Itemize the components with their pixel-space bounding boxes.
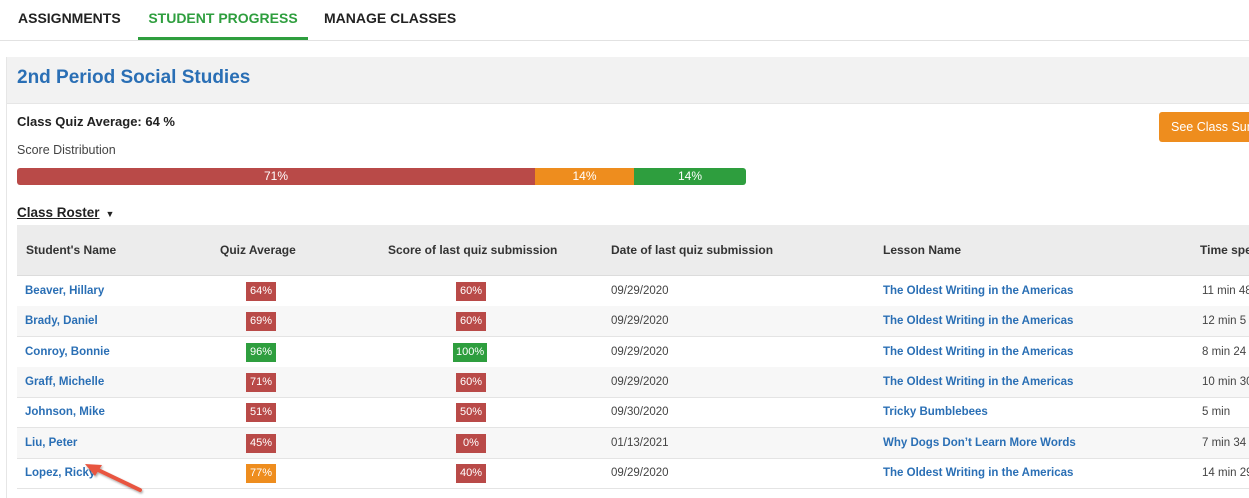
last-submission-date: 09/30/2020 bbox=[611, 406, 669, 419]
header-lesson-name[interactable]: Lesson Name bbox=[883, 243, 962, 257]
lesson-name-link[interactable]: Tricky Bumblebees bbox=[883, 406, 988, 419]
table-row: Lopez, Ricky 77% 40% 09/29/2020 The Oldest W… bbox=[17, 458, 1249, 489]
tab-manage-classes[interactable]: MANAGE CLASSES bbox=[324, 10, 457, 26]
lesson-name-link[interactable]: The Oldest Writing in the Americas bbox=[883, 345, 1074, 358]
time-spent: 14 min 29 sec bbox=[1202, 466, 1249, 479]
student-name-link[interactable]: Graff, Michelle bbox=[25, 375, 105, 388]
last-score-badge: 100% bbox=[453, 342, 488, 362]
header-last-date[interactable]: Date of last quiz submission bbox=[611, 243, 774, 257]
last-submission-date: 09/29/2020 bbox=[611, 315, 669, 328]
score-distribution-bar: 71% 14% 14% bbox=[17, 168, 746, 185]
quiz-average-badge: 51% bbox=[246, 403, 276, 423]
quiz-average-badge: 77% bbox=[246, 463, 276, 483]
header-last-score[interactable]: Score of last quiz submission bbox=[388, 243, 558, 257]
student-name-link[interactable]: Beaver, Hillary bbox=[25, 285, 105, 297]
last-score-badge: 0% bbox=[456, 433, 486, 453]
student-name-link[interactable]: Brady, Daniel bbox=[25, 315, 98, 328]
table-row: Conroy, Bonnie 96% 100% 09/29/2020 The Oldes… bbox=[17, 337, 1249, 368]
time-spent: 11 min 48 sec bbox=[1202, 285, 1249, 297]
quiz-average-badge: 96% bbox=[246, 342, 276, 362]
last-score-badge: 60% bbox=[456, 312, 486, 332]
time-spent: 12 min 5 sec bbox=[1202, 315, 1249, 328]
caret-down-icon: ▼ bbox=[105, 209, 115, 219]
time-spent: 8 min 24 sec bbox=[1202, 345, 1249, 358]
class-title: 2nd Period Social Studies bbox=[17, 67, 251, 88]
last-submission-date: 09/29/2020 bbox=[611, 466, 669, 479]
distribution-segment: 14% bbox=[634, 168, 746, 185]
last-score-badge: 50% bbox=[456, 403, 486, 423]
tab-assignments[interactable]: ASSIGNMENTS bbox=[18, 10, 121, 26]
last-score-badge: 40% bbox=[456, 463, 486, 483]
table-row: Graff, Michelle 71% 60% 09/29/2020 The Oldes… bbox=[17, 366, 1249, 398]
time-spent: 7 min 34 sec bbox=[1202, 436, 1249, 449]
top-tab-bar: ASSIGNMENTS STUDENT PROGRESS MANAGE CLAS… bbox=[0, 0, 1249, 41]
lesson-name-link[interactable]: The Oldest Writing in the Americas bbox=[883, 315, 1074, 328]
student-name-link[interactable]: Liu, Peter bbox=[25, 436, 78, 449]
table-row: Beaver, Hillary 64% 60% 09/29/2020 The Oldes… bbox=[17, 276, 1249, 307]
quiz-average-badge: 64% bbox=[246, 282, 276, 301]
time-spent: 5 min bbox=[1202, 406, 1231, 419]
student-name-link[interactable]: Conroy, Bonnie bbox=[25, 345, 110, 358]
table-row: Liu, Peter 45% 0% 01/13/2021 Why Dogs Don’t … bbox=[17, 427, 1249, 459]
quiz-average-badge: 71% bbox=[246, 372, 276, 392]
score-distribution-label: Score Distribution bbox=[17, 143, 116, 157]
student-name-link[interactable]: Lopez, Ricky bbox=[25, 466, 96, 479]
last-score-badge: 60% bbox=[456, 282, 486, 301]
last-submission-date: 09/29/2020 bbox=[611, 285, 669, 297]
time-spent: 10 min 30 sec bbox=[1202, 375, 1249, 388]
quiz-average-badge: 45% bbox=[246, 433, 276, 453]
arrow-icon bbox=[85, 464, 142, 492]
table-row: Brady, Daniel 69% 60% 09/29/2020 The Oldest … bbox=[17, 306, 1249, 338]
lesson-name-link[interactable]: Why Dogs Don’t Learn More Words bbox=[883, 436, 1076, 449]
class-roster-table: Student's Name Quiz Average Score of las… bbox=[17, 225, 1249, 490]
class-panel: 2nd Period Social Studies Class Quiz Ave… bbox=[6, 57, 1249, 498]
class-roster-dropdown[interactable]: Class Roster ▼ bbox=[17, 205, 114, 220]
quiz-average-badge: 69% bbox=[246, 312, 276, 332]
tab-student-progress[interactable]: STUDENT PROGRESS bbox=[138, 0, 308, 40]
last-submission-date: 09/29/2020 bbox=[611, 345, 669, 358]
lesson-name-link[interactable]: The Oldest Writing in the Americas bbox=[883, 285, 1074, 297]
class-quiz-average: Class Quiz Average: 64 % bbox=[17, 114, 175, 129]
header-quiz-average[interactable]: Quiz Average bbox=[220, 243, 296, 257]
lesson-name-link[interactable]: The Oldest Writing in the Americas bbox=[883, 466, 1074, 479]
distribution-segment: 14% bbox=[535, 168, 634, 185]
last-submission-date: 01/13/2021 bbox=[611, 436, 669, 449]
distribution-segment: 71% bbox=[17, 168, 535, 185]
class-roster-label: Class Roster bbox=[17, 205, 100, 220]
last-score-badge: 60% bbox=[456, 372, 486, 392]
class-header: 2nd Period Social Studies bbox=[7, 57, 1249, 104]
student-name-link[interactable]: Johnson, Mike bbox=[25, 406, 105, 419]
see-class-summary-button[interactable]: See Class Summary bbox=[1159, 112, 1249, 142]
header-time-spent[interactable]: Time spent bbox=[1200, 243, 1249, 257]
lesson-name-link[interactable]: The Oldest Writing in the Americas bbox=[883, 375, 1074, 388]
header-student-name[interactable]: Student's Name bbox=[26, 243, 117, 257]
table-row: Johnson, Mike 51% 50% 09/30/2020 Tricky Bumb… bbox=[17, 397, 1249, 429]
table-header: Student's Name Quiz Average Score of las… bbox=[17, 225, 1249, 276]
last-submission-date: 09/29/2020 bbox=[611, 375, 669, 388]
